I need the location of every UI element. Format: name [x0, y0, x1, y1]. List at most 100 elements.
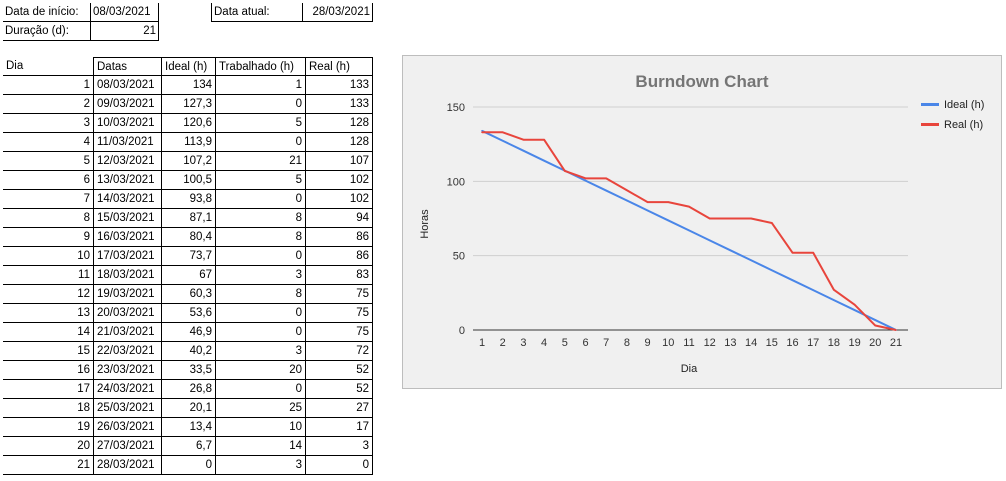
cell-trabalhado[interactable]: 0: [215, 323, 305, 342]
cell-real[interactable]: 102: [305, 190, 373, 209]
cell-ideal[interactable]: 40,2: [161, 342, 215, 361]
cell-ideal[interactable]: 100,5: [161, 171, 215, 190]
cell-ideal[interactable]: 46,9: [161, 323, 215, 342]
cell-trabalhado[interactable]: 8: [215, 228, 305, 247]
cell-data[interactable]: 24/03/2021: [93, 380, 161, 399]
cell-trabalhado[interactable]: 0: [215, 95, 305, 114]
cell-trabalhado[interactable]: 25: [215, 399, 305, 418]
cell-ideal[interactable]: 113,9: [161, 133, 215, 152]
cell-dia[interactable]: 11: [3, 266, 93, 285]
cell-trabalhado[interactable]: 0: [215, 190, 305, 209]
cell-ideal[interactable]: 80,4: [161, 228, 215, 247]
cell-data[interactable]: 23/03/2021: [93, 361, 161, 380]
cell-ideal[interactable]: 73,7: [161, 247, 215, 266]
duration-value[interactable]: 21: [91, 22, 159, 41]
cell-real[interactable]: 75: [305, 323, 373, 342]
current-date-value[interactable]: 28/03/2021: [303, 3, 373, 22]
start-date-value[interactable]: 08/03/2021: [91, 3, 159, 22]
cell-real[interactable]: 107: [305, 152, 373, 171]
cell-real[interactable]: 75: [305, 304, 373, 323]
cell-data[interactable]: 28/03/2021: [93, 456, 161, 475]
cell-data[interactable]: 10/03/2021: [93, 114, 161, 133]
cell-real[interactable]: 52: [305, 380, 373, 399]
cell-trabalhado[interactable]: 0: [215, 304, 305, 323]
cell-trabalhado[interactable]: 5: [215, 114, 305, 133]
burndown-chart[interactable]: Burndown Chart 0 50 100 150 1 2 3 4 5 6 7 8 9 10 11 12 1…: [402, 55, 1002, 389]
cell-data[interactable]: 25/03/2021: [93, 399, 161, 418]
cell-dia[interactable]: 7: [3, 190, 93, 209]
cell-ideal[interactable]: 60,3: [161, 285, 215, 304]
cell-dia[interactable]: 5: [3, 152, 93, 171]
cell-real[interactable]: 75: [305, 285, 373, 304]
col-header-datas[interactable]: Datas: [93, 57, 161, 76]
cell-ideal[interactable]: 0: [161, 456, 215, 475]
cell-dia[interactable]: 21: [3, 456, 93, 475]
cell-ideal[interactable]: 26,8: [161, 380, 215, 399]
cell-trabalhado[interactable]: 3: [215, 342, 305, 361]
cell-real[interactable]: 102: [305, 171, 373, 190]
cell-ideal[interactable]: 67: [161, 266, 215, 285]
cell-ideal[interactable]: 20,1: [161, 399, 215, 418]
cell-real[interactable]: 133: [305, 76, 373, 95]
cell-trabalhado[interactable]: 8: [215, 285, 305, 304]
cell-dia[interactable]: 18: [3, 399, 93, 418]
cell-ideal[interactable]: 13,4: [161, 418, 215, 437]
cell-ideal[interactable]: 53,6: [161, 304, 215, 323]
cell-trabalhado[interactable]: 8: [215, 209, 305, 228]
cell-real[interactable]: 94: [305, 209, 373, 228]
cell-data[interactable]: 18/03/2021: [93, 266, 161, 285]
cell-data[interactable]: 19/03/2021: [93, 285, 161, 304]
cell-data[interactable]: 08/03/2021: [93, 76, 161, 95]
cell-real[interactable]: 72: [305, 342, 373, 361]
cell-real[interactable]: 3: [305, 437, 373, 456]
cell-ideal[interactable]: 33,5: [161, 361, 215, 380]
cell-trabalhado[interactable]: 5: [215, 171, 305, 190]
cell-ideal[interactable]: 107,2: [161, 152, 215, 171]
cell-trabalhado[interactable]: 14: [215, 437, 305, 456]
start-date-label[interactable]: Data de início:: [3, 3, 91, 22]
cell-dia[interactable]: 14: [3, 323, 93, 342]
cell-dia[interactable]: 10: [3, 247, 93, 266]
cell-trabalhado[interactable]: 1: [215, 76, 305, 95]
cell-ideal[interactable]: 127,3: [161, 95, 215, 114]
cell-real[interactable]: 128: [305, 114, 373, 133]
duration-label[interactable]: Duração (d):: [3, 22, 91, 41]
cell-data[interactable]: 14/03/2021: [93, 190, 161, 209]
cell-dia[interactable]: 8: [3, 209, 93, 228]
cell-ideal[interactable]: 134: [161, 76, 215, 95]
cell-real[interactable]: 27: [305, 399, 373, 418]
cell-data[interactable]: 16/03/2021: [93, 228, 161, 247]
cell-trabalhado[interactable]: 3: [215, 456, 305, 475]
cell-dia[interactable]: 13: [3, 304, 93, 323]
cell-trabalhado[interactable]: 0: [215, 247, 305, 266]
cell-data[interactable]: 09/03/2021: [93, 95, 161, 114]
cell-dia[interactable]: 9: [3, 228, 93, 247]
cell-trabalhado[interactable]: 3: [215, 266, 305, 285]
cell-dia[interactable]: 12: [3, 285, 93, 304]
cell-data[interactable]: 22/03/2021: [93, 342, 161, 361]
cell-dia[interactable]: 6: [3, 171, 93, 190]
cell-dia[interactable]: 1: [3, 76, 93, 95]
col-header-ideal[interactable]: Ideal (h): [161, 57, 215, 76]
cell-real[interactable]: 86: [305, 228, 373, 247]
cell-real[interactable]: 52: [305, 361, 373, 380]
cell-dia[interactable]: 20: [3, 437, 93, 456]
cell-real[interactable]: 83: [305, 266, 373, 285]
cell-data[interactable]: 20/03/2021: [93, 304, 161, 323]
cell-data[interactable]: 27/03/2021: [93, 437, 161, 456]
cell-trabalhado[interactable]: 10: [215, 418, 305, 437]
cell-trabalhado[interactable]: 21: [215, 152, 305, 171]
cell-trabalhado[interactable]: 0: [215, 133, 305, 152]
cell-ideal[interactable]: 6,7: [161, 437, 215, 456]
cell-dia[interactable]: 16: [3, 361, 93, 380]
cell-data[interactable]: 26/03/2021: [93, 418, 161, 437]
cell-trabalhado[interactable]: 0: [215, 380, 305, 399]
cell-data[interactable]: 21/03/2021: [93, 323, 161, 342]
cell-dia[interactable]: 19: [3, 418, 93, 437]
cell-dia[interactable]: 15: [3, 342, 93, 361]
cell-dia[interactable]: 17: [3, 380, 93, 399]
cell-data[interactable]: 12/03/2021: [93, 152, 161, 171]
cell-real[interactable]: 17: [305, 418, 373, 437]
col-header-real[interactable]: Real (h): [305, 57, 373, 76]
cell-dia[interactable]: 4: [3, 133, 93, 152]
